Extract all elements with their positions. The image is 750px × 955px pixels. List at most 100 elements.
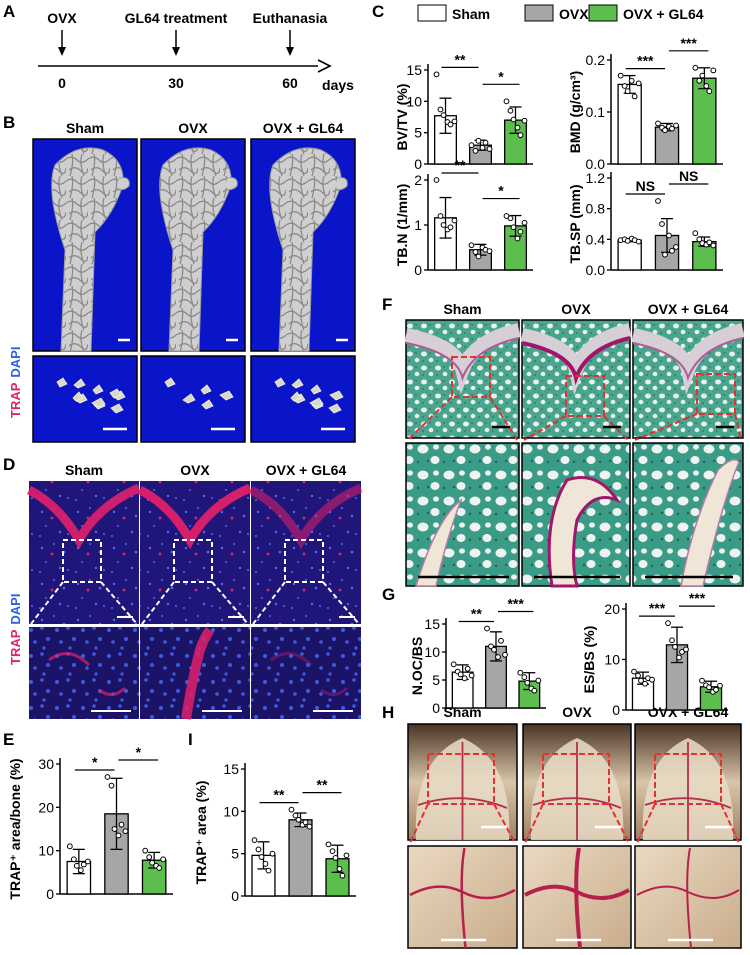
- calv-roi-box-1: [542, 753, 610, 805]
- sig-label-trap_area_bone-0: *: [92, 754, 98, 770]
- y-tick-label-noc_bs-2: 10: [424, 644, 440, 660]
- data-point-trap_area-2-2: [332, 855, 339, 861]
- data-point-tbsp-1-0: [655, 198, 661, 204]
- data-point-bvtv-1-3: [479, 144, 486, 151]
- zoom-suture-0: [409, 847, 516, 949]
- sig-label-trap_area-1: **: [317, 777, 328, 793]
- data-point-bmd-1-4: [669, 125, 675, 132]
- data-point-trap_area-1-0: [288, 806, 295, 813]
- data-point-tbn-0-2: [440, 222, 447, 228]
- osteoclast-signal-1: [181, 627, 215, 720]
- calv-header-1: OVX: [562, 704, 592, 720]
- data-point-noc_bs-0-2: [457, 671, 464, 678]
- if-header-0: Sham: [65, 462, 103, 478]
- femur-icon-2: [269, 147, 342, 352]
- if-zoom-image-0: [29, 627, 139, 719]
- data-point-trap_area-0-0: [251, 837, 258, 844]
- bar-bmd-1: [654, 126, 680, 165]
- data-point-bmd-2-0: [692, 64, 699, 71]
- data-point-trap_area-1-2: [295, 816, 302, 823]
- data-point-esbs-2-4: [713, 686, 719, 693]
- calv-zoom-line-left-1: [524, 803, 544, 844]
- data-point-trap_area-0-4: [265, 867, 272, 874]
- data-point-trap_area_bone-0-2: [73, 862, 80, 869]
- calv-zoom-line-right-0: [493, 803, 516, 844]
- data-point-bvtv-1-1: [472, 147, 479, 154]
- if-zoom-line-right-2: [322, 581, 360, 625]
- sig-label-bvtv-1: *: [498, 68, 504, 84]
- y-tick-label-tbsp-0: 0.0: [586, 262, 606, 278]
- data-point-esbs-2-2: [706, 684, 712, 691]
- data-point-trap_area_bone-1-4: [118, 821, 125, 828]
- data-point-esbs-1-1: [669, 637, 675, 644]
- trabecula-fragment-0-9: [109, 388, 122, 399]
- trabecula-fragment-1-3: [219, 390, 234, 401]
- timeline-event-arrowhead-2: [286, 47, 294, 56]
- data-point-tbsp-1-2: [662, 251, 668, 258]
- data-point-noc_bs-1-2: [491, 646, 497, 653]
- y-tick-label-bmd-2: 0.2: [586, 52, 606, 68]
- timeline-tick-2: 60: [282, 75, 298, 91]
- if-zoom-line-left-1: [141, 581, 175, 625]
- data-point-noc_bs-1-3: [495, 654, 501, 660]
- data-point-bmd-1-2: [662, 127, 668, 134]
- sig-label-tbsp-1: NS: [679, 168, 698, 184]
- trabecular-bone-1: [547, 476, 621, 588]
- legend-swatch-1: [524, 4, 554, 22]
- data-point-bmd-0-2: [624, 88, 631, 95]
- data-point-trap_area-2-3: [336, 866, 343, 872]
- y-tick-label-trap_area-3: 15: [223, 761, 239, 777]
- y-tick-label-noc_bs-1: 5: [432, 672, 440, 688]
- trap-positive-lining-1: [521, 336, 631, 386]
- if-zoom-line-left-0: [30, 581, 64, 625]
- data-point-bmd-2-2: [699, 72, 706, 79]
- data-point-trap_area_bone-2-4: [156, 865, 163, 871]
- sig-label-bmd-0: ***: [637, 53, 654, 69]
- data-point-tbn-2-5: [521, 219, 528, 226]
- data-point-trap_area_bone-1-0: [104, 774, 111, 780]
- trap-histology-panel: TRAPTRAPShamOVXOVX + GL64: [404, 301, 745, 588]
- sig-label-noc_bs-1: ***: [507, 595, 524, 611]
- data-point-tbn-0-0: [433, 177, 440, 183]
- y-axis-label-tbn: TB.N (1/mm): [394, 184, 410, 266]
- data-point-tbsp-1-4: [669, 247, 675, 254]
- data-point-trap_area_bone-1-5: [122, 828, 129, 835]
- data-point-bvtv-2-5: [521, 117, 528, 124]
- y-tick-label-trap_area-1: 5: [231, 846, 239, 862]
- data-point-tbn-1-1: [472, 249, 479, 255]
- osteoclast-signal-2: [270, 652, 349, 696]
- data-point-esbs-1-3: [676, 654, 682, 661]
- data-point-noc_bs-0-5: [468, 672, 475, 679]
- if-zoom-line-right-1: [211, 581, 249, 625]
- y-tick-label-trap_area_bone-2: 20: [38, 799, 54, 815]
- panel-b-label: B: [3, 113, 15, 132]
- data-point-bmd-2-3: [703, 83, 710, 89]
- data-point-trap_area_bone-0-0: [66, 843, 73, 850]
- sig-label-tbn-0: **: [455, 157, 466, 173]
- histo-zoom-line-left-0: [407, 396, 453, 441]
- data-point-tbn-1-0: [468, 242, 475, 249]
- trabecula-fragment-2-5: [291, 378, 304, 389]
- sig-label-tbsp-0: NS: [636, 178, 655, 194]
- trap-stain-label: TRAP: [8, 382, 23, 418]
- trabecular-bone-0: [414, 497, 463, 587]
- timeline: OVX 0 GL64 treatment 30 Euthanasia 60 days: [38, 10, 354, 93]
- data-point-bvtv-1-0: [468, 142, 475, 149]
- if-row1-side-label: TRAP DAPI: [8, 347, 23, 418]
- data-point-trap_area_bone-1-1: [108, 782, 115, 789]
- femur-icon-0: [51, 147, 124, 352]
- chart-trap_area_bone: 0 10 20 30 TRAP⁺ area/bone (%) * *: [7, 744, 173, 902]
- data-point-trap_area_bone-1-2: [111, 826, 118, 832]
- y-tick-label-bmd-0: 0.0: [586, 156, 606, 172]
- data-point-trap_area-0-2: [258, 854, 265, 860]
- data-point-bmd-2-4: [706, 88, 713, 95]
- data-point-bvtv-2-1: [507, 107, 514, 114]
- data-point-esbs-2-5: [717, 682, 723, 689]
- trabecular-bone-2: [680, 459, 740, 587]
- data-point-trap_area-1-5: [306, 823, 313, 830]
- if-row2-side-label: TRAP DAPI: [8, 594, 23, 665]
- y-tick-label-tbsp-3: 1.2: [586, 170, 606, 186]
- data-point-trap_area-2-0: [325, 841, 332, 848]
- if-zoom-line-right-0: [100, 581, 138, 625]
